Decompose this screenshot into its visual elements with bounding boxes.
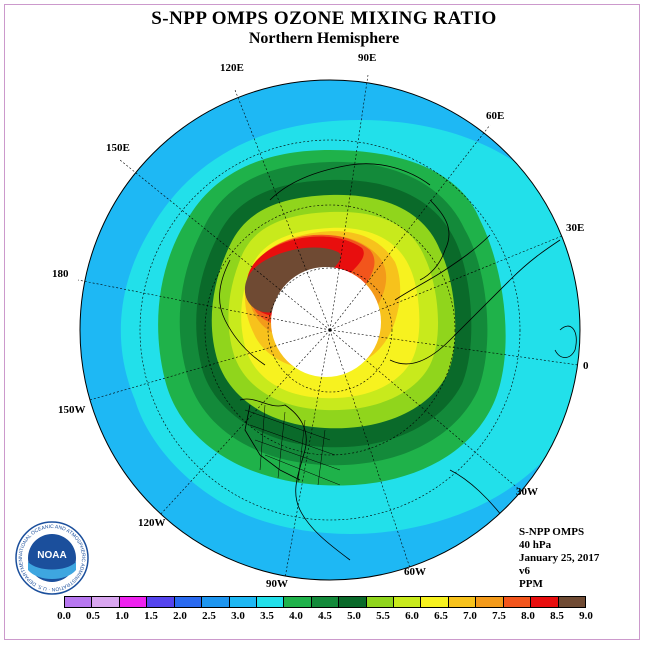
info-instrument: S-NPP OMPS <box>519 526 585 538</box>
lon-label-150w: 150W <box>58 404 86 416</box>
colorbar-swatch <box>229 597 257 607</box>
colorbar-tick-label: 1.5 <box>144 610 158 622</box>
colorbar-tick-label: 9.0 <box>579 610 593 622</box>
colorbar-tick-label: 8.5 <box>550 610 564 622</box>
colorbar-tick-label: 4.5 <box>318 610 332 622</box>
colorbar-swatch <box>147 597 175 607</box>
colorbar-swatch <box>256 597 285 607</box>
info-units: PPM <box>519 578 543 590</box>
colorbar-swatch <box>284 597 312 607</box>
lon-label-60w: 60W <box>404 566 426 578</box>
lon-label-180: 180 <box>52 268 69 280</box>
colorbar-swatch <box>448 597 477 607</box>
map-title: S-NPP OMPS OZONE MIXING RATIO <box>151 8 497 29</box>
coastlines <box>219 163 577 561</box>
colorbar-swatch <box>339 597 367 607</box>
colorbar-tick-label: 0.0 <box>57 610 71 622</box>
colorbar-swatch <box>503 597 532 607</box>
colorbar-tick-label: 6.5 <box>434 610 448 622</box>
colorbar-swatch <box>531 597 559 607</box>
lon-label-90w: 90W <box>266 578 288 590</box>
map-boundary <box>79 79 581 581</box>
colorbar-swatch <box>366 597 395 607</box>
colorbar-tick-label: 0.5 <box>86 610 100 622</box>
info-version: v6 <box>519 565 530 577</box>
logo-text: NOAA <box>37 550 66 561</box>
info-date: January 25, 2017 <box>519 552 600 564</box>
lon-label-60e: 60E <box>486 110 505 122</box>
lon-label-0: 0 <box>583 360 589 372</box>
lon-label-30w: 30W <box>516 486 538 498</box>
info-level: 40 hPa <box>519 539 552 551</box>
colorbar-tick-label: 5.0 <box>347 610 361 622</box>
figure-frame <box>4 4 640 640</box>
lon-label-150e: 150E <box>106 142 130 154</box>
colorbar-swatch <box>65 597 93 607</box>
lon-label-90e: 90E <box>358 52 377 64</box>
map-subtitle: Northern Hemisphere <box>248 30 400 47</box>
colorbar-tick-label: 6.0 <box>405 610 419 622</box>
colorbar-swatch <box>119 597 148 607</box>
colorbar-tick-label: 7.5 <box>492 610 506 622</box>
lon-label-120e: 120E <box>220 62 244 74</box>
colorbar-swatch <box>202 597 230 607</box>
colorbar-tick-label: 8.0 <box>521 610 535 622</box>
colorbar-ticks: 0.0 0.5 1.0 1.5 2.0 2.5 3.0 3.5 4.0 4.5 5.0 5.5 6.0 6… <box>0 610 648 624</box>
colorbar-swatch <box>476 597 504 607</box>
lon-label-30e: 30E <box>566 222 585 234</box>
noaa-logo-icon: NOAA NATIONAL OCEANIC AND ATMOSPHERIC AD… <box>14 520 89 595</box>
info-block: S-NPP OMPS 40 hPa January 25, 2017 v6 PP… <box>519 526 599 591</box>
colorbar-swatch <box>558 597 586 607</box>
colorbar-tick-label: 2.5 <box>202 610 216 622</box>
colorbar-swatch <box>394 597 422 607</box>
colorbar-tick-label: 2.0 <box>173 610 187 622</box>
colorbar-tick-label: 5.5 <box>376 610 390 622</box>
colorbar-tick-label: 3.0 <box>231 610 245 622</box>
colorbar <box>64 596 586 608</box>
colorbar-swatch <box>174 597 203 607</box>
colorbar-swatch <box>311 597 340 607</box>
colorbar-tick-label: 4.0 <box>289 610 303 622</box>
colorbar-tick-label: 3.5 <box>260 610 274 622</box>
lon-label-120w: 120W <box>138 517 166 529</box>
colorbar-swatch <box>92 597 120 607</box>
no-data-cap <box>271 267 381 377</box>
colorbar-swatch <box>421 597 449 607</box>
colorbar-tick-label: 7.0 <box>463 610 477 622</box>
graticule <box>77 74 579 579</box>
colorbar-tick-label: 1.0 <box>115 610 129 622</box>
us-states <box>244 404 341 486</box>
